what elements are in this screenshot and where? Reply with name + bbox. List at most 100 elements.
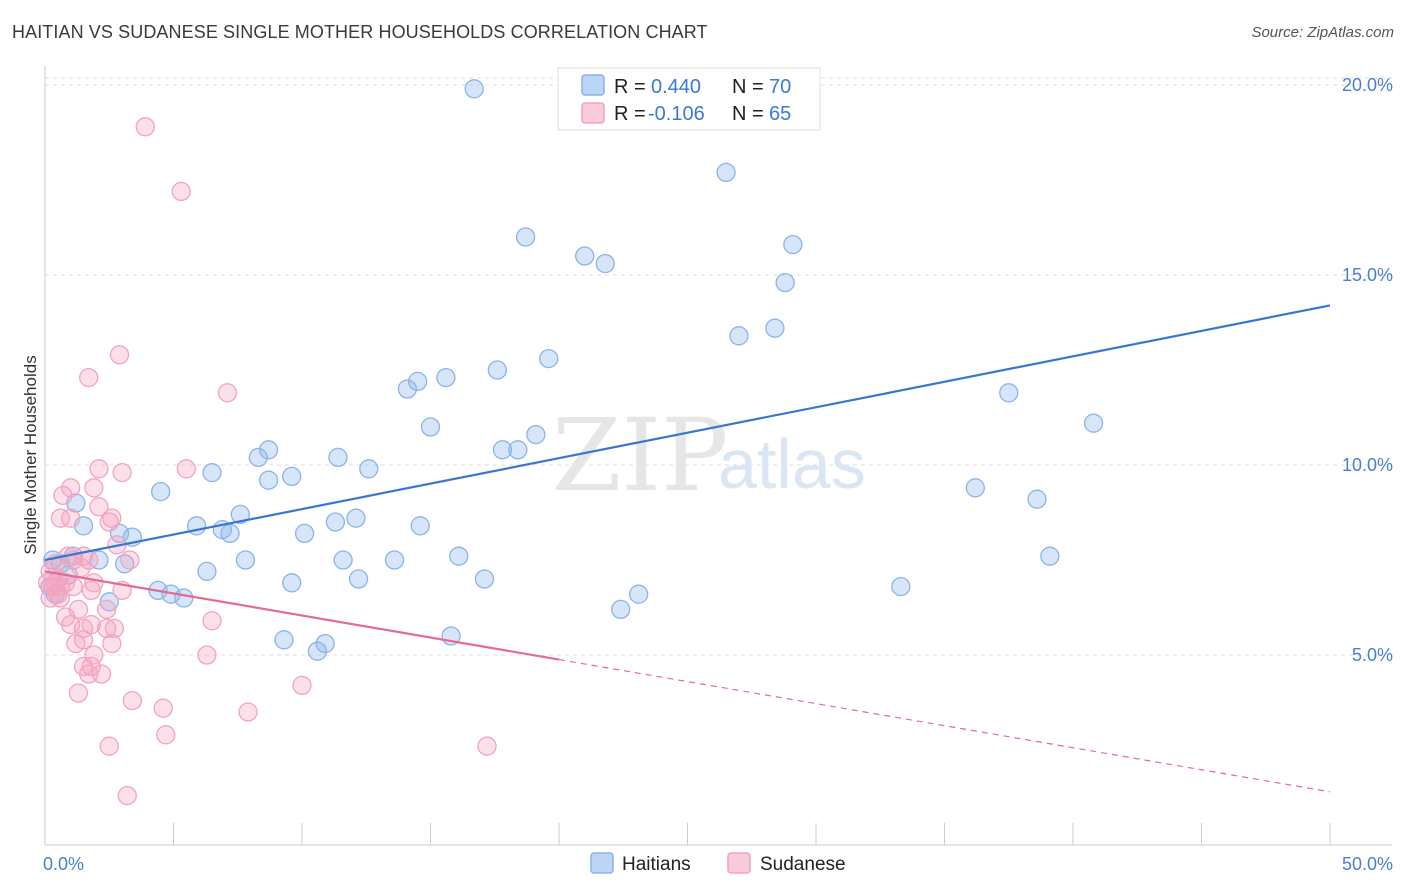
- y-tick-label-2: 15.0%: [1342, 265, 1393, 285]
- y-tick-labels: 5.0% 10.0% 15.0% 20.0%: [1342, 75, 1393, 665]
- legend-bottom-swatch-sudanese: [727, 852, 751, 874]
- trend-line-sudanese: [44, 570, 560, 661]
- point-haitians-18: [492, 440, 513, 460]
- point-sudanese-8: [61, 478, 81, 498]
- point-sudanese-21: [120, 550, 140, 570]
- legend-r-label-haitians: R =: [614, 76, 646, 98]
- point-haitians-29: [1027, 489, 1047, 509]
- point-sudanese-63: [99, 736, 119, 756]
- point-haitians-35: [410, 516, 430, 536]
- x-tick-label-0: 0.0%: [43, 854, 84, 874]
- point-haitians-41: [294, 523, 315, 544]
- point-haitians-56: [474, 569, 495, 589]
- point-haitians-61: [99, 592, 119, 612]
- point-haitians-45: [235, 550, 256, 570]
- correlation-legend: R = 0.440 N = 70 R = -0.106 N = 65: [557, 67, 821, 131]
- series-sudanese: [37, 117, 497, 806]
- point-sudanese-23: [71, 557, 91, 578]
- point-haitians-53: [197, 561, 217, 582]
- watermark: ZIP atlas: [552, 397, 866, 514]
- point-haitians-14: [999, 383, 1019, 403]
- point-haitians-46: [333, 550, 353, 570]
- point-haitians-0: [464, 79, 484, 99]
- point-sudanese-3: [79, 367, 99, 388]
- point-haitians-68: [315, 633, 335, 654]
- point-haitians-7: [729, 326, 749, 346]
- point-sudanese-12: [50, 508, 71, 528]
- point-haitians-49: [1040, 546, 1060, 566]
- point-sudanese-42: [97, 618, 117, 639]
- point-haitians-19: [508, 440, 528, 460]
- y-axis-label: Single Mother Households: [21, 355, 40, 554]
- point-haitians-20: [258, 440, 279, 460]
- legend-r-value-sudanese: -0.106: [648, 103, 705, 125]
- point-haitians-9: [539, 348, 559, 369]
- point-haitians-2: [515, 227, 536, 247]
- legend-n-label-sudanese: N =: [732, 103, 764, 125]
- point-sudanese-40: [97, 599, 117, 620]
- point-haitians-12: [407, 371, 428, 392]
- point-haitians-5: [783, 234, 803, 255]
- point-haitians-54: [282, 573, 302, 593]
- point-haitians-47: [384, 550, 405, 570]
- point-sudanese-48: [66, 633, 86, 654]
- point-sudanese-57: [292, 675, 312, 696]
- legend-n-value-haitians: 70: [769, 76, 791, 98]
- point-haitians-57: [891, 576, 911, 597]
- legend-n-label-haitians: N =: [732, 76, 764, 98]
- series-haitians: [40, 79, 1104, 661]
- point-haitians-22: [328, 447, 348, 468]
- point-sudanese-55: [91, 664, 112, 684]
- x-tick-label-1: 50.0%: [1342, 854, 1393, 874]
- point-haitians-33: [325, 512, 346, 532]
- point-haitians-15: [1083, 413, 1104, 433]
- point-sudanese-59: [153, 698, 173, 718]
- point-sudanese-64: [117, 785, 137, 806]
- point-sudanese-10: [53, 485, 73, 506]
- point-haitians-25: [282, 466, 302, 487]
- y-tick-label-3: 20.0%: [1342, 75, 1393, 95]
- point-haitians-55: [348, 569, 369, 589]
- point-sudanese-36: [40, 588, 60, 608]
- point-haitians-32: [346, 508, 366, 528]
- point-haitians-10: [487, 360, 507, 380]
- point-sudanese-51: [197, 645, 217, 665]
- legend-r-label-sudanese: R =: [614, 103, 646, 125]
- point-sudanese-5: [176, 459, 197, 479]
- point-sudanese-60: [238, 702, 258, 722]
- point-haitians-27: [965, 478, 985, 498]
- y-tick-label-1: 10.0%: [1342, 455, 1393, 475]
- point-haitians-23: [359, 459, 379, 479]
- point-sudanese-61: [156, 725, 176, 745]
- point-haitians-26: [258, 470, 279, 490]
- point-sudanese-37: [50, 588, 71, 608]
- point-sudanese-1: [171, 181, 191, 202]
- point-sudanese-13: [61, 508, 81, 528]
- point-haitians-16: [420, 417, 441, 437]
- point-sudanese-33: [81, 580, 101, 601]
- point-haitians-31: [230, 504, 250, 525]
- watermark-zip: ZIP: [552, 397, 728, 514]
- point-sudanese-4: [217, 383, 238, 403]
- point-sudanese-58: [122, 690, 143, 711]
- point-sudanese-53: [81, 656, 101, 677]
- legend-bottom-swatch-haitians: [590, 852, 614, 874]
- point-sudanese-11: [89, 497, 109, 517]
- y-tick-label-0: 5.0%: [1352, 645, 1393, 665]
- point-haitians-28: [150, 481, 171, 502]
- point-sudanese-0: [135, 117, 155, 137]
- point-haitians-13: [397, 379, 418, 399]
- trend-line-haitians: [44, 304, 1331, 562]
- point-haitians-11: [436, 367, 456, 388]
- point-haitians-3: [575, 246, 595, 266]
- point-haitians-4: [595, 253, 615, 274]
- point-sudanese-6: [89, 459, 109, 479]
- legend-bottom-label-haitians: Haitians: [622, 854, 691, 875]
- point-sudanese-46: [202, 611, 222, 631]
- point-haitians-17: [526, 424, 546, 445]
- point-haitians-24: [202, 462, 222, 483]
- legend-swatch-haitians: [581, 74, 605, 96]
- point-haitians-69: [307, 641, 328, 661]
- point-haitians-48: [449, 546, 469, 566]
